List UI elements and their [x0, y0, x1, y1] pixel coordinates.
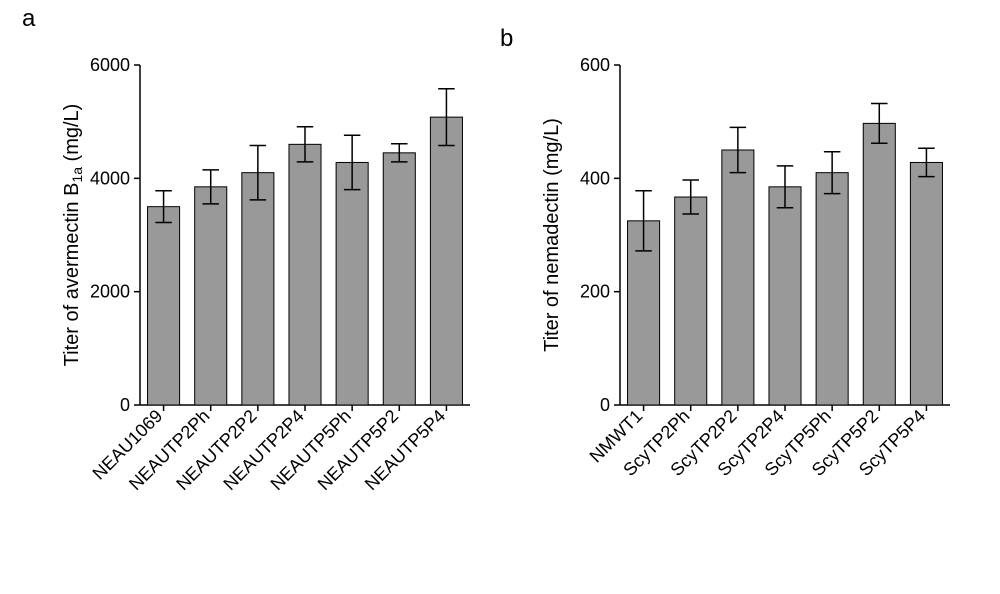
y-tick-label: 2000: [90, 282, 130, 302]
bar: [289, 144, 321, 405]
y-tick-label: 200: [580, 282, 610, 302]
y-tick-label: 6000: [90, 55, 130, 75]
bar: [195, 187, 227, 405]
bar: [242, 173, 274, 405]
bar: [722, 150, 754, 405]
chart-a: 0 2000 4000 6000 Titer of avermectin B1a (mg…: [50, 55, 490, 575]
y-axis-title: Titer of nemadectin (mg/L): [541, 118, 563, 352]
bar: [863, 123, 895, 405]
bar: [430, 117, 462, 405]
chart-b: 0200400600Titer of nemadectin (mg/L)NMWT…: [530, 55, 970, 575]
y-axis-title: Titer of avermectin B1a (mg/L): [61, 104, 85, 367]
y-tick-label: 4000: [90, 168, 130, 188]
chart-a-container: 0 2000 4000 6000 Titer of avermectin B1a (mg…: [50, 55, 490, 575]
bar: [816, 173, 848, 405]
bar: [383, 153, 415, 405]
bar: [336, 162, 368, 405]
bar: [769, 187, 801, 405]
y-tick-label: 0: [600, 395, 610, 415]
y-tick-label: 400: [580, 168, 610, 188]
panel-b-label: b: [500, 25, 513, 53]
bar: [675, 197, 707, 405]
y-tick-label: 600: [580, 55, 610, 75]
bar: [148, 207, 180, 405]
panel-a-label: a: [22, 5, 35, 33]
y-tick-label: 0: [120, 395, 130, 415]
bar: [910, 162, 942, 405]
chart-b-container: 0200400600Titer of nemadectin (mg/L)NMWT…: [530, 55, 970, 575]
